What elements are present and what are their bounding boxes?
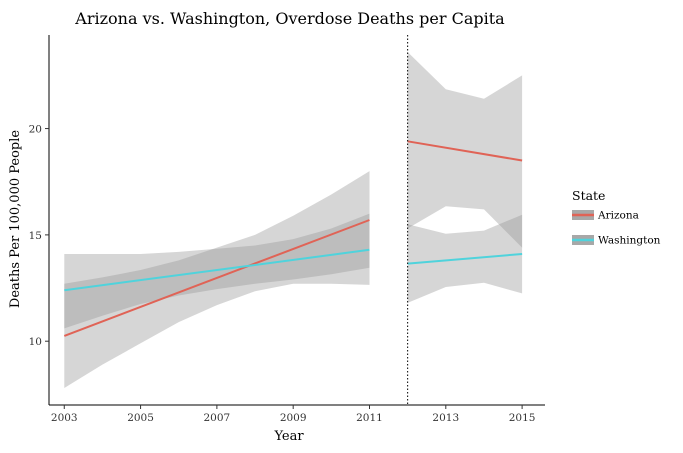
- y-tick-label: 10: [29, 336, 42, 348]
- y-axis-title: Deaths Per 100,000 People: [8, 130, 23, 309]
- series-line-washington: [64, 248, 370, 292]
- series-line-washington: [407, 253, 523, 265]
- x-axis-title: Year: [273, 429, 304, 444]
- x-tick-label: 2003: [51, 412, 78, 424]
- legend: State Arizona Washington: [572, 188, 661, 247]
- x-axis-ticks: 2003 2005 2007 2009 2011 2013 2015: [51, 405, 536, 424]
- x-tick-label: 2007: [204, 412, 231, 424]
- x-tick-label: 2011: [356, 412, 383, 424]
- chart-title: Arizona vs. Washington, Overdose Deaths …: [74, 9, 505, 28]
- x-tick-label: 2009: [280, 412, 307, 424]
- legend-items: Arizona Washington: [572, 210, 661, 247]
- confidence-band-arizona: [64, 171, 370, 388]
- x-tick-label: 2013: [432, 412, 459, 424]
- x-tick-label: 2005: [127, 412, 154, 424]
- legend-label-arizona: Arizona: [597, 210, 639, 222]
- legend-label-washington: Washington: [598, 235, 661, 247]
- x-tick-label: 2015: [509, 412, 536, 424]
- y-axis-ticks: 10 15 20: [29, 124, 49, 348]
- confidence-band-arizona: [407, 52, 523, 248]
- series-line-arizona: [63, 219, 370, 337]
- series-lines: [63, 140, 523, 337]
- y-tick-label: 15: [29, 230, 42, 242]
- series-line-arizona: [407, 140, 523, 162]
- confidence-bands: [64, 52, 523, 388]
- y-tick-label: 20: [29, 124, 42, 136]
- legend-title: State: [572, 188, 605, 203]
